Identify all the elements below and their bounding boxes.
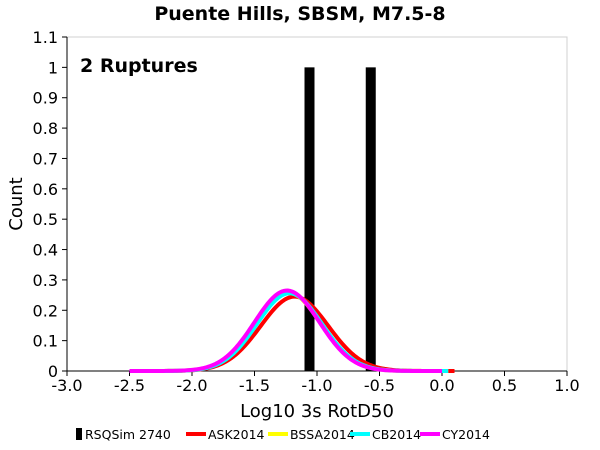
curves-group <box>129 288 455 373</box>
y-tick-label: 1.1 <box>33 28 58 47</box>
bars-group <box>304 67 376 371</box>
legend: RSQSim 2740 ASK2014 BSSA2014 CB2014 CY2014 <box>76 427 490 442</box>
x-tick-label: -2.5 <box>114 376 145 395</box>
y-tick-label: 0 <box>48 362 58 381</box>
y-tick-label: 0.5 <box>33 210 58 229</box>
x-tick-label: -2.0 <box>176 376 207 395</box>
x-tick-label: 0.5 <box>492 376 517 395</box>
y-axis: 0 0.1 0.2 0.3 0.4 0.5 0.6 0.7 0.8 0.9 1 1.1 <box>33 28 68 381</box>
x-tick-label: -1.5 <box>239 376 270 395</box>
y-tick-label: 0.2 <box>33 301 58 320</box>
x-tick-label: -0.5 <box>364 376 395 395</box>
legend-swatch-rsqsim-2740 <box>76 428 82 440</box>
x-axis: -3.0 -2.5 -2.0 -1.5 -1.0 -0.5 0.0 0.5 1.0 <box>51 370 580 395</box>
legend-label: CY2014 <box>442 427 490 442</box>
y-tick-label: 0.7 <box>33 149 58 168</box>
rupture-count-annotation: 2 Ruptures <box>80 55 198 77</box>
x-tick-label: -1.0 <box>301 376 332 395</box>
histogram-bar <box>365 67 376 371</box>
y-tick-label: 0.4 <box>33 241 58 260</box>
legend-label: ASK2014 <box>208 427 265 442</box>
histogram-bar <box>304 67 315 371</box>
y-tick-label: 1 <box>48 58 58 77</box>
x-tick-label: 1.0 <box>554 376 579 395</box>
y-tick-label: 0.8 <box>33 119 58 138</box>
legend-label: RSQSim 2740 <box>85 427 171 442</box>
y-axis-label: Count <box>6 177 27 230</box>
x-axis-label: Log10 3s RotD50 <box>240 401 394 422</box>
x-tick-label: -3.0 <box>51 376 82 395</box>
y-tick-label: 0.1 <box>33 332 58 351</box>
y-tick-label: 0.6 <box>33 180 58 199</box>
x-tick-label: 0.0 <box>429 376 454 395</box>
y-tick-label: 0.3 <box>33 271 58 290</box>
legend-label: BSSA2014 <box>290 427 355 442</box>
legend-label: CB2014 <box>372 427 421 442</box>
chart-title: Puente Hills, SBSM, M7.5-8 <box>154 3 445 25</box>
y-tick-label: 0.9 <box>33 89 58 108</box>
curve-cy2014 <box>129 288 443 373</box>
